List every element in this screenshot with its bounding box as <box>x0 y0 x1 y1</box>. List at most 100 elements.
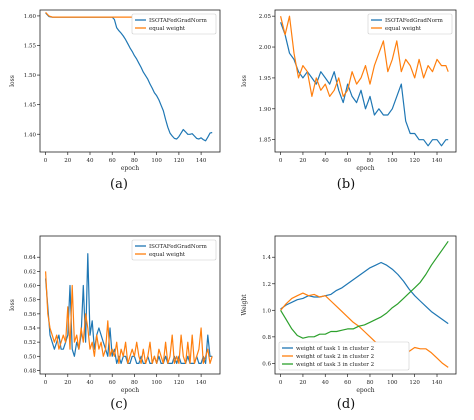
chart-c-ytick-label: 0.56 <box>24 312 37 318</box>
caption-b: (b) <box>336 177 356 192</box>
chart-c-xtick-label: 140 <box>196 380 207 386</box>
chart-d-ytick-label: 0.8 <box>262 335 271 341</box>
chart-a-xtick-label: 40 <box>87 158 94 164</box>
chart-a-ytick-label: 1.50 <box>24 73 37 79</box>
chart-d-legend-label-3: weight of task 3 in cluster 2 <box>296 362 374 368</box>
chart-c-legend-box <box>131 239 217 261</box>
chart-c-ytick-label: 0.62 <box>24 269 36 275</box>
chart-panel-c: 0 20 40 60 80 100 120 140 0.48 0.50 0.52 0.54 0.56 0.… <box>8 232 230 394</box>
chart-b-series-line-2 <box>280 15 449 98</box>
chart-b-xtick-label: 140 <box>432 158 443 164</box>
chart-c-xtick-label: 80 <box>131 380 138 386</box>
chart-panel-a: 0 20 40 60 80 100 120 140 1.40 1.45 1.50 1.55 1.60 ep… <box>8 4 230 172</box>
chart-d-series-line-1 <box>280 261 449 325</box>
chart-c-legend-label-2: equal weight <box>149 252 186 258</box>
chart-c-series-line-2 <box>45 271 213 364</box>
chart-d: 0 20 40 60 80 100 120 140 0.6 0.8 1.0 1.2 1.4 epoch We… <box>241 235 457 394</box>
chart-b-ytick-label: 1.95 <box>259 76 272 82</box>
chart-a-plot-frame <box>39 9 221 153</box>
caption-d: (d) <box>336 397 356 412</box>
chart-b-ytick-label: 1.90 <box>259 107 272 113</box>
chart-c-xtick-label: 120 <box>174 380 185 386</box>
chart-c-ytick-label: 0.52 <box>24 340 36 346</box>
chart-a-ytick-label: 1.45 <box>24 103 37 109</box>
chart-d-plot-frame <box>274 235 457 375</box>
chart-a-xlabel: epoch <box>121 165 139 172</box>
chart-c: 0 20 40 60 80 100 120 140 0.48 0.50 0.52 0.54 0.56 0.… <box>9 235 221 394</box>
chart-d-ylabel: Weight <box>241 294 248 316</box>
chart-panel-b: 0 20 40 60 80 100 120 140 1.85 1.90 1.95 2.00 2.05 ep… <box>240 4 466 172</box>
chart-a-ytick-label: 1.60 <box>24 14 37 20</box>
chart-a-xtick-label: 20 <box>64 158 71 164</box>
chart-c-ytick-label: 0.54 <box>24 326 37 332</box>
chart-d-xtick-label: 100 <box>387 380 398 386</box>
caption-a: (a) <box>110 177 128 192</box>
chart-a-xtick-label: 60 <box>109 158 116 164</box>
chart-b-ytick-label: 2.00 <box>259 45 272 51</box>
chart-c-ytick-label: 0.58 <box>24 298 37 304</box>
chart-d-xtick-label: 140 <box>432 380 443 386</box>
chart-panel-d: 0 20 40 60 80 100 120 140 0.6 0.8 1.0 1.2 1.4 epoch We… <box>240 232 466 394</box>
chart-b-xtick-label: 20 <box>299 158 306 164</box>
chart-d-ytick-label: 0.6 <box>262 361 271 367</box>
chart-c-xlabel: epoch <box>121 387 139 394</box>
chart-a-xtick-label: 100 <box>151 158 162 164</box>
chart-d-ytick-label: 1.2 <box>262 282 271 288</box>
chart-b-xtick-label: 80 <box>366 158 373 164</box>
chart-d-xtick-label: 80 <box>366 380 373 386</box>
chart-b-ylabel: loss <box>241 75 248 87</box>
chart-a: 0 20 40 60 80 100 120 140 1.40 1.45 1.50 1.55 1.60 ep… <box>9 9 221 172</box>
chart-a-legend-box <box>131 13 217 35</box>
chart-a-legend-label-2: equal weight <box>149 26 186 32</box>
chart-a-series-line-1 <box>45 12 213 142</box>
chart-c-xtick-label: 0 <box>44 380 48 386</box>
chart-d-xtick-label: 0 <box>279 380 283 386</box>
chart-c-plot-frame <box>39 235 221 375</box>
chart-c-xtick-label: 100 <box>151 380 162 386</box>
chart-a-xtick-label: 140 <box>196 158 207 164</box>
chart-a-xtick-label: 120 <box>174 158 185 164</box>
chart-d-xlabel: epoch <box>356 387 374 394</box>
chart-c-legend-label-1: ISOTAFedGradNorm <box>149 244 208 250</box>
chart-a-xtick-label: 0 <box>44 158 48 164</box>
chart-c-xtick-label: 20 <box>64 380 71 386</box>
chart-d-xtick-label: 40 <box>322 380 329 386</box>
chart-d-series-line-2 <box>280 292 449 368</box>
chart-a-ytick-label: 1.40 <box>24 132 37 138</box>
chart-c-ytick-label: 0.64 <box>24 255 37 261</box>
chart-c-xtick-label: 60 <box>109 380 116 386</box>
chart-c-series-line-1 <box>45 253 213 364</box>
chart-b-legend-label-1: ISOTAFedGradNorm <box>385 18 444 24</box>
chart-b-legend-label-2: equal weight <box>385 26 422 32</box>
chart-b-xtick-label: 0 <box>279 158 283 164</box>
chart-a-ytick-label: 1.55 <box>24 44 37 50</box>
chart-c-ylabel: loss <box>9 299 16 311</box>
chart-d-xtick-label: 60 <box>344 380 351 386</box>
chart-d-legend-label-1: weight of task 1 in cluster 2 <box>296 346 374 352</box>
chart-c-ytick-label: 0.50 <box>24 354 37 360</box>
chart-c-ytick-label: 0.48 <box>24 368 37 374</box>
chart-d-ytick-label: 1.0 <box>262 308 271 314</box>
chart-a-legend-label-1: ISOTAFedGradNorm <box>149 18 208 24</box>
chart-d-legend-box <box>278 341 410 371</box>
chart-a-xtick-label: 80 <box>131 158 138 164</box>
caption-c: (c) <box>110 397 128 412</box>
chart-b-ytick-label: 1.85 <box>259 138 272 144</box>
chart-b-legend-box <box>367 13 453 35</box>
chart-d-xtick-label: 120 <box>409 380 420 386</box>
chart-b: 0 20 40 60 80 100 120 140 1.85 1.90 1.95 2.00 2.05 ep… <box>241 9 457 172</box>
chart-b-xtick-label: 100 <box>387 158 398 164</box>
chart-d-legend-label-2: weight of task 2 in cluster 2 <box>296 354 374 360</box>
chart-b-ytick-label: 2.05 <box>259 14 272 20</box>
chart-b-xtick-label: 120 <box>409 158 420 164</box>
chart-d-series-line-3 <box>280 240 449 339</box>
chart-a-ylabel: loss <box>9 75 16 87</box>
chart-d-xtick-label: 20 <box>299 380 306 386</box>
chart-c-ytick-label: 0.60 <box>24 284 37 290</box>
chart-d-ytick-label: 1.4 <box>262 255 271 261</box>
chart-b-xlabel: epoch <box>356 165 374 172</box>
chart-b-plot-frame <box>274 9 457 153</box>
chart-b-xtick-label: 40 <box>322 158 329 164</box>
chart-b-xtick-label: 60 <box>344 158 351 164</box>
